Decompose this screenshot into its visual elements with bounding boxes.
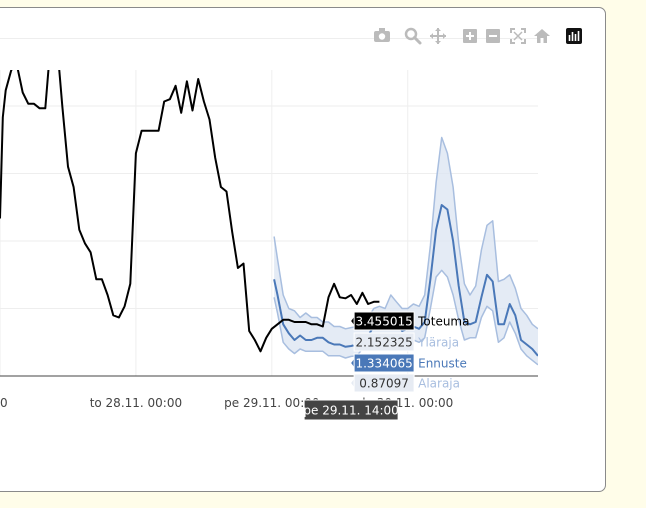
autoscale-corners (510, 28, 526, 44)
plotly-logo-bg (566, 28, 582, 44)
x-tick-label: 00 (0, 396, 8, 410)
home-icon[interactable] (534, 29, 550, 43)
confidence-band (274, 137, 538, 365)
hover-pointer (351, 317, 355, 325)
hover-series-name: Toteuma (417, 315, 469, 329)
zoom-icon[interactable] (404, 27, 422, 45)
hover-x-box (303, 399, 399, 421)
hover-value-box (353, 373, 415, 393)
zoom-out-icon[interactable] (486, 29, 500, 43)
hover-pointer (351, 379, 355, 387)
hover-pointer (351, 359, 355, 367)
camera-icon[interactable] (374, 28, 390, 42)
modebar (374, 27, 582, 45)
pan-icon[interactable] (430, 28, 446, 44)
hover-value-box (353, 311, 415, 331)
chart-card (0, 7, 606, 492)
hover-value: 2.152325 (355, 336, 412, 350)
hover-series-name: Yläraja (417, 336, 459, 350)
hover-value: 0.87097 (359, 377, 409, 391)
hover-value: 1.334065 (355, 357, 412, 371)
hover-value-box (353, 353, 415, 373)
hover-pointer (351, 338, 355, 346)
series-ylaraja-line (273, 136, 538, 330)
zoomin-plus (466, 32, 474, 40)
hover-series-name: Alaraja (418, 377, 460, 391)
x-tick-label: to 28.11. 00:00 (90, 396, 182, 410)
hover-x-label: pe 29.11. 14:00 (303, 404, 398, 418)
autoscale-icon[interactable] (510, 28, 526, 44)
zoom-glass (404, 27, 418, 41)
hover-value-box (353, 332, 415, 352)
home-shape (534, 29, 550, 43)
plotly-logo-icon[interactable] (566, 28, 582, 44)
hover-value: 3.455015 (355, 315, 412, 329)
x-tick-label: pe 29.11. 00:00 (224, 396, 319, 410)
autoscale-cross (513, 31, 523, 41)
camera-lens (378, 33, 386, 40)
camera-top (379, 28, 385, 32)
zoom-handle (413, 36, 422, 45)
series-toteuma-line (0, 70, 380, 353)
zoom-in-icon[interactable] (463, 29, 477, 43)
hover-series-name: Ennuste (418, 357, 467, 371)
